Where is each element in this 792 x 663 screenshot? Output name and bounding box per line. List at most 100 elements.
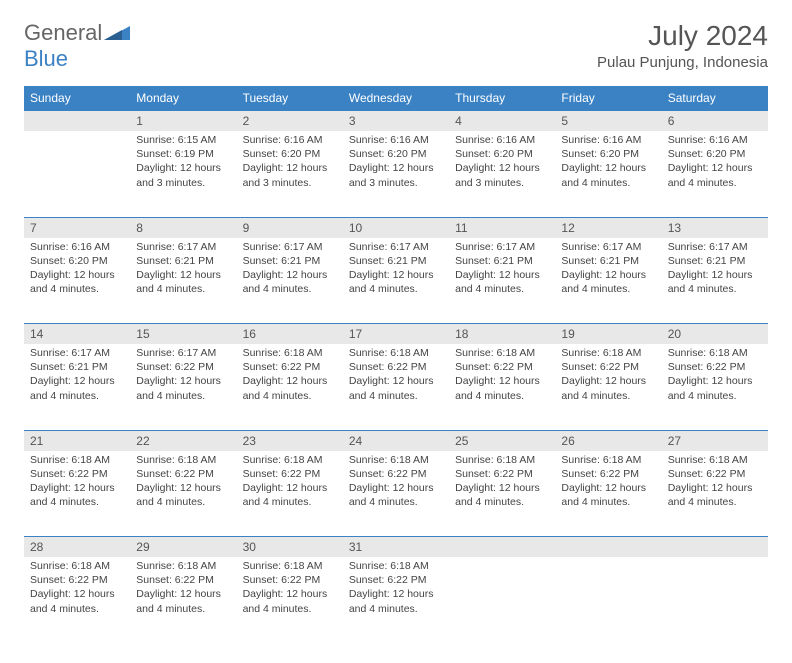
sunset-line: Sunset: 6:22 PM <box>455 360 549 374</box>
sunrise-line: Sunrise: 6:17 AM <box>349 240 443 254</box>
sunrise-line: Sunrise: 6:16 AM <box>561 133 655 147</box>
sunrise-line: Sunrise: 6:18 AM <box>455 346 549 360</box>
sunrise-line: Sunrise: 6:16 AM <box>243 133 337 147</box>
sunrise-line: Sunrise: 6:16 AM <box>30 240 124 254</box>
day-number-cell: 14 <box>24 324 130 345</box>
daylight-line: Daylight: 12 hours and 4 minutes. <box>243 268 337 296</box>
day-details: Sunrise: 6:18 AMSunset: 6:22 PMDaylight:… <box>343 557 449 620</box>
day-number-cell: 4 <box>449 111 555 132</box>
day-details: Sunrise: 6:16 AMSunset: 6:20 PMDaylight:… <box>237 131 343 194</box>
day-number-cell: 10 <box>343 217 449 238</box>
daylight-line: Daylight: 12 hours and 4 minutes. <box>349 268 443 296</box>
sunrise-line: Sunrise: 6:18 AM <box>349 559 443 573</box>
daylight-line: Daylight: 12 hours and 4 minutes. <box>668 268 762 296</box>
day-details: Sunrise: 6:16 AMSunset: 6:20 PMDaylight:… <box>343 131 449 194</box>
sunset-line: Sunset: 6:20 PM <box>243 147 337 161</box>
daylight-line: Daylight: 12 hours and 4 minutes. <box>136 481 230 509</box>
day-details: Sunrise: 6:18 AMSunset: 6:22 PMDaylight:… <box>555 451 661 514</box>
weekday-header: Sunday <box>24 86 130 111</box>
daylight-line: Daylight: 12 hours and 4 minutes. <box>668 374 762 402</box>
daylight-line: Daylight: 12 hours and 4 minutes. <box>561 268 655 296</box>
daylight-line: Daylight: 12 hours and 3 minutes. <box>455 161 549 189</box>
sunrise-line: Sunrise: 6:17 AM <box>136 346 230 360</box>
day-content-cell: Sunrise: 6:17 AMSunset: 6:22 PMDaylight:… <box>130 344 236 430</box>
sunset-line: Sunset: 6:22 PM <box>136 573 230 587</box>
sunrise-line: Sunrise: 6:16 AM <box>668 133 762 147</box>
day-number-cell: 2 <box>237 111 343 132</box>
day-content-cell: Sunrise: 6:18 AMSunset: 6:22 PMDaylight:… <box>343 557 449 643</box>
day-number-row: 78910111213 <box>24 217 768 238</box>
day-details: Sunrise: 6:18 AMSunset: 6:22 PMDaylight:… <box>449 344 555 407</box>
day-details: Sunrise: 6:17 AMSunset: 6:21 PMDaylight:… <box>130 238 236 301</box>
day-number-cell: 25 <box>449 430 555 451</box>
sunrise-line: Sunrise: 6:17 AM <box>243 240 337 254</box>
daylight-line: Daylight: 12 hours and 4 minutes. <box>30 268 124 296</box>
sunrise-line: Sunrise: 6:16 AM <box>455 133 549 147</box>
day-number-row: 21222324252627 <box>24 430 768 451</box>
day-number-cell: 5 <box>555 111 661 132</box>
day-content-cell: Sunrise: 6:18 AMSunset: 6:22 PMDaylight:… <box>130 451 236 537</box>
sunrise-line: Sunrise: 6:18 AM <box>668 346 762 360</box>
day-content-cell: Sunrise: 6:16 AMSunset: 6:20 PMDaylight:… <box>24 238 130 324</box>
day-number-cell: 17 <box>343 324 449 345</box>
weekday-header-row: Sunday Monday Tuesday Wednesday Thursday… <box>24 86 768 111</box>
day-content-cell: Sunrise: 6:18 AMSunset: 6:22 PMDaylight:… <box>662 451 768 537</box>
sunrise-line: Sunrise: 6:18 AM <box>349 453 443 467</box>
calendar-table: Sunday Monday Tuesday Wednesday Thursday… <box>24 86 768 643</box>
day-number-cell <box>555 537 661 558</box>
day-number-cell: 8 <box>130 217 236 238</box>
sunrise-line: Sunrise: 6:18 AM <box>349 346 443 360</box>
sunset-line: Sunset: 6:22 PM <box>30 467 124 481</box>
logo-text: GeneralBlue <box>24 20 130 72</box>
sunset-line: Sunset: 6:20 PM <box>30 254 124 268</box>
day-content-cell: Sunrise: 6:17 AMSunset: 6:21 PMDaylight:… <box>662 238 768 324</box>
day-content-cell: Sunrise: 6:18 AMSunset: 6:22 PMDaylight:… <box>237 557 343 643</box>
sunset-line: Sunset: 6:22 PM <box>136 467 230 481</box>
day-details: Sunrise: 6:17 AMSunset: 6:21 PMDaylight:… <box>343 238 449 301</box>
weekday-header: Wednesday <box>343 86 449 111</box>
sunrise-line: Sunrise: 6:18 AM <box>243 559 337 573</box>
sunset-line: Sunset: 6:20 PM <box>561 147 655 161</box>
day-number-cell: 9 <box>237 217 343 238</box>
daylight-line: Daylight: 12 hours and 4 minutes. <box>349 587 443 615</box>
day-details: Sunrise: 6:18 AMSunset: 6:22 PMDaylight:… <box>237 557 343 620</box>
daylight-line: Daylight: 12 hours and 4 minutes. <box>455 374 549 402</box>
sunset-line: Sunset: 6:22 PM <box>561 360 655 374</box>
day-number-cell: 11 <box>449 217 555 238</box>
sunrise-line: Sunrise: 6:18 AM <box>136 559 230 573</box>
day-number-cell: 22 <box>130 430 236 451</box>
location: Pulau Punjung, Indonesia <box>597 54 768 71</box>
day-content-row: Sunrise: 6:18 AMSunset: 6:22 PMDaylight:… <box>24 557 768 643</box>
month-title: July 2024 <box>597 20 768 52</box>
day-content-cell: Sunrise: 6:18 AMSunset: 6:22 PMDaylight:… <box>555 451 661 537</box>
day-content-cell: Sunrise: 6:18 AMSunset: 6:22 PMDaylight:… <box>449 344 555 430</box>
sunset-line: Sunset: 6:22 PM <box>243 467 337 481</box>
daylight-line: Daylight: 12 hours and 4 minutes. <box>136 374 230 402</box>
day-number-cell: 19 <box>555 324 661 345</box>
day-content-cell: Sunrise: 6:17 AMSunset: 6:21 PMDaylight:… <box>237 238 343 324</box>
day-number-cell <box>449 537 555 558</box>
daylight-line: Daylight: 12 hours and 3 minutes. <box>136 161 230 189</box>
day-number-cell: 13 <box>662 217 768 238</box>
day-number-cell: 24 <box>343 430 449 451</box>
day-content-cell: Sunrise: 6:16 AMSunset: 6:20 PMDaylight:… <box>662 131 768 217</box>
weekday-header: Friday <box>555 86 661 111</box>
daylight-line: Daylight: 12 hours and 4 minutes. <box>243 587 337 615</box>
day-details: Sunrise: 6:16 AMSunset: 6:20 PMDaylight:… <box>24 238 130 301</box>
day-content-row: Sunrise: 6:18 AMSunset: 6:22 PMDaylight:… <box>24 451 768 537</box>
day-details: Sunrise: 6:18 AMSunset: 6:22 PMDaylight:… <box>130 451 236 514</box>
day-number-row: 28293031 <box>24 537 768 558</box>
day-number-cell: 1 <box>130 111 236 132</box>
day-content-cell: Sunrise: 6:18 AMSunset: 6:22 PMDaylight:… <box>237 344 343 430</box>
sunset-line: Sunset: 6:22 PM <box>243 573 337 587</box>
day-details: Sunrise: 6:16 AMSunset: 6:20 PMDaylight:… <box>555 131 661 194</box>
day-number-cell: 21 <box>24 430 130 451</box>
day-content-cell <box>555 557 661 643</box>
day-content-cell: Sunrise: 6:18 AMSunset: 6:22 PMDaylight:… <box>343 344 449 430</box>
day-content-cell <box>24 131 130 217</box>
sunset-line: Sunset: 6:21 PM <box>349 254 443 268</box>
sunset-line: Sunset: 6:22 PM <box>349 573 443 587</box>
day-number-row: 14151617181920 <box>24 324 768 345</box>
day-number-cell: 15 <box>130 324 236 345</box>
day-details: Sunrise: 6:18 AMSunset: 6:22 PMDaylight:… <box>343 451 449 514</box>
